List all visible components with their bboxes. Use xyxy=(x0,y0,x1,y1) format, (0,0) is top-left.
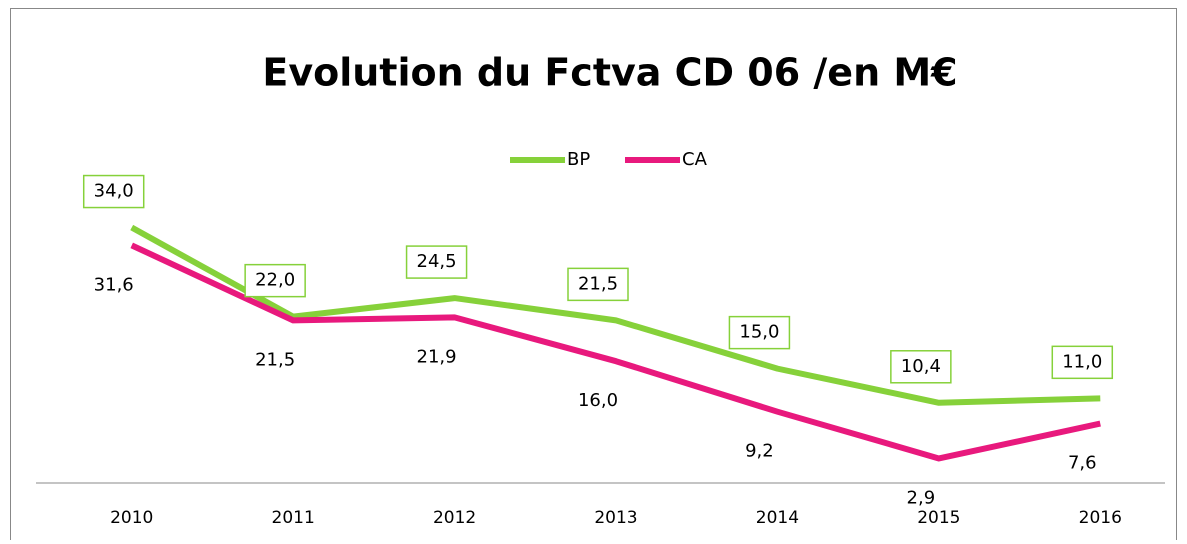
data-label: 21,9 xyxy=(417,346,457,367)
legend-label: BP xyxy=(567,149,590,170)
x-tick-label: 2011 xyxy=(272,508,315,528)
data-label-box xyxy=(1051,345,1114,380)
series-line xyxy=(130,224,1101,406)
x-tick-label: 2016 xyxy=(1079,508,1122,528)
data-label: 11,0 xyxy=(1062,351,1102,372)
chart-title: Evolution du Fctva CD 06 /en M€ xyxy=(262,51,957,95)
data-label: 22,0 xyxy=(255,270,295,291)
frame xyxy=(10,8,1177,544)
data-label: 24,5 xyxy=(417,251,457,272)
data-label: 2,9 xyxy=(907,487,936,508)
data-label: 15,0 xyxy=(739,322,779,343)
x-tick-label: 2013 xyxy=(594,508,637,528)
data-label-box xyxy=(567,267,629,302)
data-label: 16,0 xyxy=(578,390,618,411)
x-tick-label: 2010 xyxy=(110,508,153,528)
data-label: 10,4 xyxy=(901,356,941,377)
x-tick-label: 2014 xyxy=(756,508,799,528)
data-label: 21,5 xyxy=(578,273,618,294)
series-line xyxy=(130,242,1101,462)
data-label-box xyxy=(890,350,952,384)
x-tick-label: 2012 xyxy=(433,508,476,528)
data-label-box xyxy=(244,263,306,298)
data-label-box xyxy=(405,245,468,279)
data-label-box xyxy=(82,174,145,209)
data-label: 34,0 xyxy=(94,181,134,202)
data-label: 9,2 xyxy=(745,441,774,462)
data-label: 7,6 xyxy=(1068,453,1097,474)
data-label: 31,6 xyxy=(94,274,134,295)
data-label-box xyxy=(728,315,791,350)
legend-label: CA xyxy=(682,149,708,170)
x-tick-label: 2015 xyxy=(917,508,960,528)
data-label: 21,5 xyxy=(255,349,295,370)
